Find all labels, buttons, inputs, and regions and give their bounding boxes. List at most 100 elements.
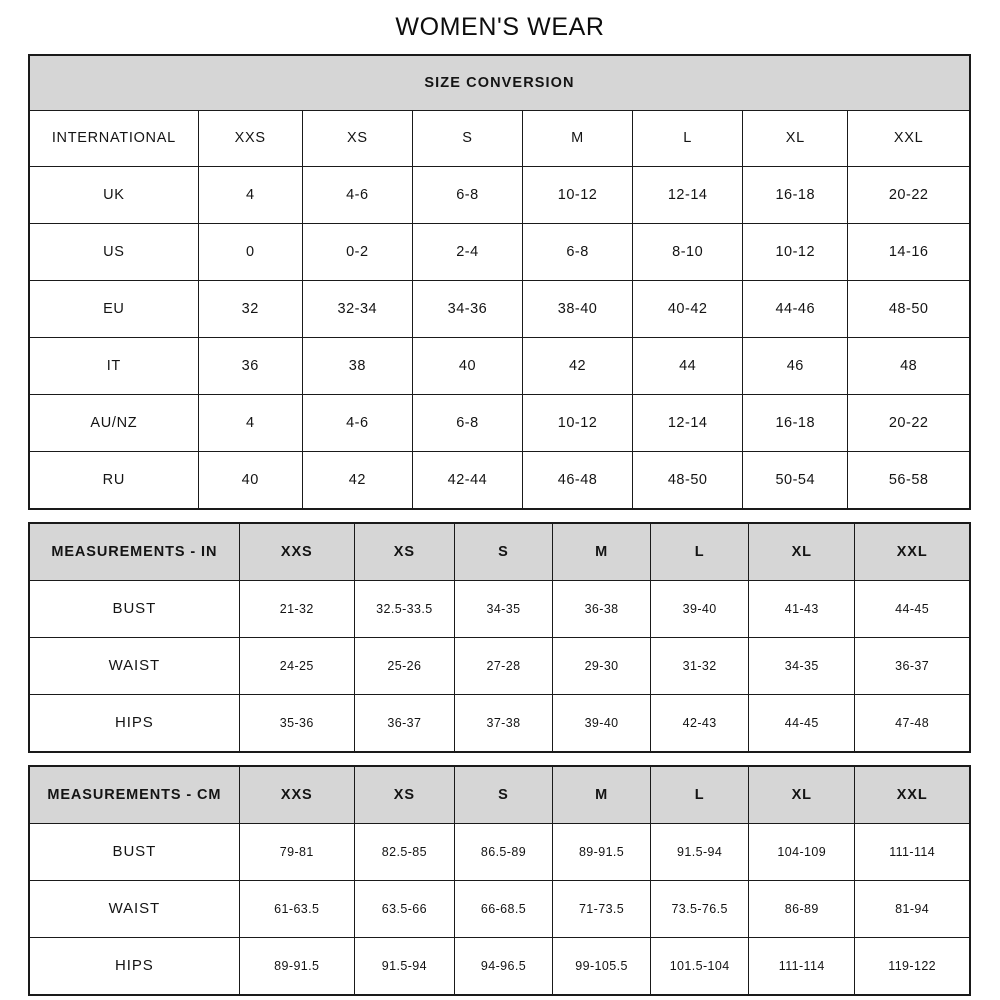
cell-in-bust-xxs: 21-32 [238, 579, 355, 638]
row-label-in-hips: HIPS [30, 693, 240, 751]
row-label-cm-waist: WAIST [30, 879, 240, 938]
column-header-m: M [521, 109, 634, 167]
column-header-in-xxs: XXS [238, 524, 355, 581]
column-header-cm-xl: XL [748, 767, 856, 824]
cell-eu-xxl: 48-50 [847, 279, 969, 338]
column-header-s: S [411, 109, 524, 167]
cell-eu-s: 34-36 [411, 279, 524, 338]
cell-ru-xxs: 40 [197, 450, 303, 508]
table-row: HIPS 35-36 36-37 37-38 39-40 42-43 44-45… [30, 693, 969, 751]
cell-in-bust-l: 39-40 [650, 579, 750, 638]
column-header-measurements-in: MEASUREMENTS - IN [30, 524, 240, 581]
cell-us-m: 6-8 [521, 222, 634, 281]
cell-cm-waist-xxl: 81-94 [854, 879, 969, 938]
cell-cm-bust-xxl: 111-114 [854, 822, 969, 881]
cell-eu-m: 38-40 [521, 279, 634, 338]
cell-cm-waist-l: 73.5-76.5 [650, 879, 750, 938]
cell-it-xxl: 48 [847, 336, 969, 395]
table-row: UK 4 4-6 6-8 10-12 12-14 16-18 20-22 [30, 165, 969, 224]
cell-it-xl: 46 [742, 336, 849, 395]
cell-in-waist-xxl: 36-37 [854, 636, 969, 695]
column-header-cm-m: M [552, 767, 652, 824]
cell-cm-bust-l: 91.5-94 [650, 822, 750, 881]
cell-cm-waist-m: 71-73.5 [552, 879, 652, 938]
column-header-cm-l: L [650, 767, 750, 824]
table-row: BUST 79-81 82.5-85 86.5-89 89-91.5 91.5-… [30, 822, 969, 881]
measurements-cm-table: MEASUREMENTS - CM XXS XS S M L XL XXL BU… [30, 767, 969, 994]
cell-uk-l: 12-14 [632, 165, 744, 224]
table-row: WAIST 24-25 25-26 27-28 29-30 31-32 34-3… [30, 636, 969, 695]
column-header-cm-s: S [453, 767, 554, 824]
row-label-in-waist: WAIST [30, 636, 240, 695]
table-row: IT 36 38 40 42 44 46 48 [30, 336, 969, 395]
cell-eu-xl: 44-46 [742, 279, 849, 338]
cell-in-waist-m: 29-30 [552, 636, 652, 695]
cell-in-bust-xxl: 44-45 [854, 579, 969, 638]
cell-aunz-xxs: 4 [197, 393, 303, 452]
measurements-in-table: MEASUREMENTS - IN XXS XS S M L XL XXL BU… [30, 524, 969, 751]
cell-in-waist-xs: 25-26 [353, 636, 455, 695]
column-header-in-m: M [552, 524, 652, 581]
cell-in-bust-xl: 41-43 [748, 579, 856, 638]
cell-cm-hips-xxs: 89-91.5 [238, 936, 355, 994]
row-label-eu: EU [30, 279, 199, 338]
cell-it-s: 40 [411, 336, 524, 395]
row-label-cm-bust: BUST [30, 822, 240, 881]
cell-uk-xs: 4-6 [301, 165, 413, 224]
column-header-xl: XL [742, 109, 849, 167]
cell-cm-hips-m: 99-105.5 [552, 936, 652, 994]
cell-in-hips-s: 37-38 [453, 693, 554, 751]
size-conversion-header-row: INTERNATIONAL XXS XS S M L XL XXL [30, 109, 969, 167]
row-label-in-bust: BUST [30, 579, 240, 638]
column-header-in-l: L [650, 524, 750, 581]
column-header-international: INTERNATIONAL [30, 109, 199, 167]
table-row: AU/NZ 4 4-6 6-8 10-12 12-14 16-18 20-22 [30, 393, 969, 452]
cell-in-hips-xxs: 35-36 [238, 693, 355, 751]
cell-cm-bust-xxs: 79-81 [238, 822, 355, 881]
cell-ru-m: 46-48 [521, 450, 634, 508]
cell-aunz-xs: 4-6 [301, 393, 413, 452]
cell-it-xxs: 36 [197, 336, 303, 395]
row-label-uk: UK [30, 165, 199, 224]
cell-us-s: 2-4 [411, 222, 524, 281]
measurements-in-table-block: MEASUREMENTS - IN XXS XS S M L XL XXL BU… [28, 522, 971, 753]
column-header-cm-xxl: XXL [854, 767, 969, 824]
table-row: HIPS 89-91.5 91.5-94 94-96.5 99-105.5 10… [30, 936, 969, 994]
column-header-xxl: XXL [847, 109, 969, 167]
cell-in-waist-xxs: 24-25 [238, 636, 355, 695]
cell-in-hips-m: 39-40 [552, 693, 652, 751]
cell-us-xs: 0-2 [301, 222, 413, 281]
column-header-xxs: XXS [197, 109, 303, 167]
cell-us-xxl: 14-16 [847, 222, 969, 281]
cell-eu-xxs: 32 [197, 279, 303, 338]
cell-aunz-s: 6-8 [411, 393, 524, 452]
cell-in-hips-xxl: 47-48 [854, 693, 969, 751]
cell-it-xs: 38 [301, 336, 413, 395]
measurements-cm-table-block: MEASUREMENTS - CM XXS XS S M L XL XXL BU… [28, 765, 971, 996]
cell-cm-waist-xl: 86-89 [748, 879, 856, 938]
cell-aunz-xl: 16-18 [742, 393, 849, 452]
cell-cm-hips-l: 101.5-104 [650, 936, 750, 994]
cell-cm-hips-xs: 91.5-94 [353, 936, 455, 994]
cell-cm-bust-xl: 104-109 [748, 822, 856, 881]
cell-uk-xxl: 20-22 [847, 165, 969, 224]
cell-in-waist-s: 27-28 [453, 636, 554, 695]
table-row: BUST 21-32 32.5-33.5 34-35 36-38 39-40 4… [30, 579, 969, 638]
cell-cm-waist-xxs: 61-63.5 [238, 879, 355, 938]
page-title: WOMEN'S WEAR [395, 13, 605, 41]
cell-cm-bust-s: 86.5-89 [453, 822, 554, 881]
cell-it-l: 44 [632, 336, 744, 395]
cell-it-m: 42 [521, 336, 634, 395]
table-row: US 0 0-2 2-4 6-8 8-10 10-12 14-16 [30, 222, 969, 281]
cell-cm-waist-s: 66-68.5 [453, 879, 554, 938]
cell-aunz-l: 12-14 [632, 393, 744, 452]
column-header-l: L [632, 109, 744, 167]
measurements-in-header-row: MEASUREMENTS - IN XXS XS S M L XL XXL [30, 524, 969, 581]
cell-aunz-m: 10-12 [521, 393, 634, 452]
column-header-in-xxl: XXL [854, 524, 969, 581]
column-header-cm-xs: XS [353, 767, 455, 824]
row-label-cm-hips: HIPS [30, 936, 240, 994]
cell-uk-s: 6-8 [411, 165, 524, 224]
column-header-in-xl: XL [748, 524, 856, 581]
